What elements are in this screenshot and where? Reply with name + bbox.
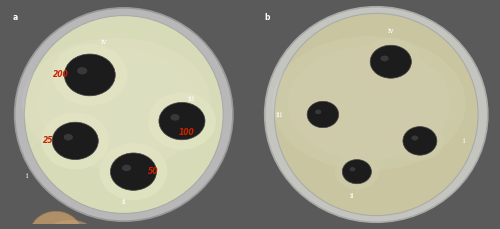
Ellipse shape: [362, 38, 420, 86]
Text: ii: ii: [350, 192, 354, 200]
Ellipse shape: [22, 38, 211, 169]
Text: 50: 50: [148, 167, 158, 176]
Text: iv: iv: [388, 27, 394, 35]
Ellipse shape: [14, 8, 233, 221]
Ellipse shape: [272, 36, 466, 171]
Ellipse shape: [170, 114, 179, 121]
Text: iv: iv: [101, 38, 107, 46]
Ellipse shape: [24, 16, 223, 213]
Ellipse shape: [370, 45, 412, 78]
Text: i: i: [462, 137, 464, 145]
Text: 100: 100: [179, 128, 194, 136]
Ellipse shape: [64, 54, 116, 96]
Ellipse shape: [350, 167, 356, 171]
Text: b: b: [264, 13, 270, 22]
Text: i: i: [26, 172, 28, 180]
Ellipse shape: [48, 220, 92, 229]
Ellipse shape: [159, 102, 205, 140]
Ellipse shape: [300, 96, 346, 133]
Ellipse shape: [52, 122, 98, 160]
Ellipse shape: [100, 143, 168, 200]
Text: a: a: [12, 13, 18, 22]
Text: 25: 25: [44, 136, 54, 145]
Ellipse shape: [396, 121, 444, 161]
Text: iii: iii: [188, 95, 195, 103]
Ellipse shape: [274, 13, 478, 216]
Ellipse shape: [335, 154, 378, 189]
Ellipse shape: [264, 7, 488, 222]
Ellipse shape: [403, 127, 437, 155]
Ellipse shape: [37, 48, 196, 159]
Ellipse shape: [110, 153, 156, 190]
Ellipse shape: [288, 47, 450, 160]
Ellipse shape: [307, 101, 338, 128]
Ellipse shape: [29, 211, 82, 229]
Ellipse shape: [77, 67, 88, 74]
Ellipse shape: [412, 136, 418, 141]
Ellipse shape: [52, 44, 128, 106]
Text: iii: iii: [276, 111, 283, 118]
Text: ii: ii: [122, 199, 126, 206]
Ellipse shape: [122, 165, 131, 171]
Ellipse shape: [342, 160, 372, 184]
Ellipse shape: [148, 93, 216, 150]
Ellipse shape: [315, 109, 322, 114]
Text: 200: 200: [53, 71, 68, 79]
Ellipse shape: [42, 112, 109, 169]
Ellipse shape: [64, 134, 73, 140]
Ellipse shape: [380, 56, 388, 61]
